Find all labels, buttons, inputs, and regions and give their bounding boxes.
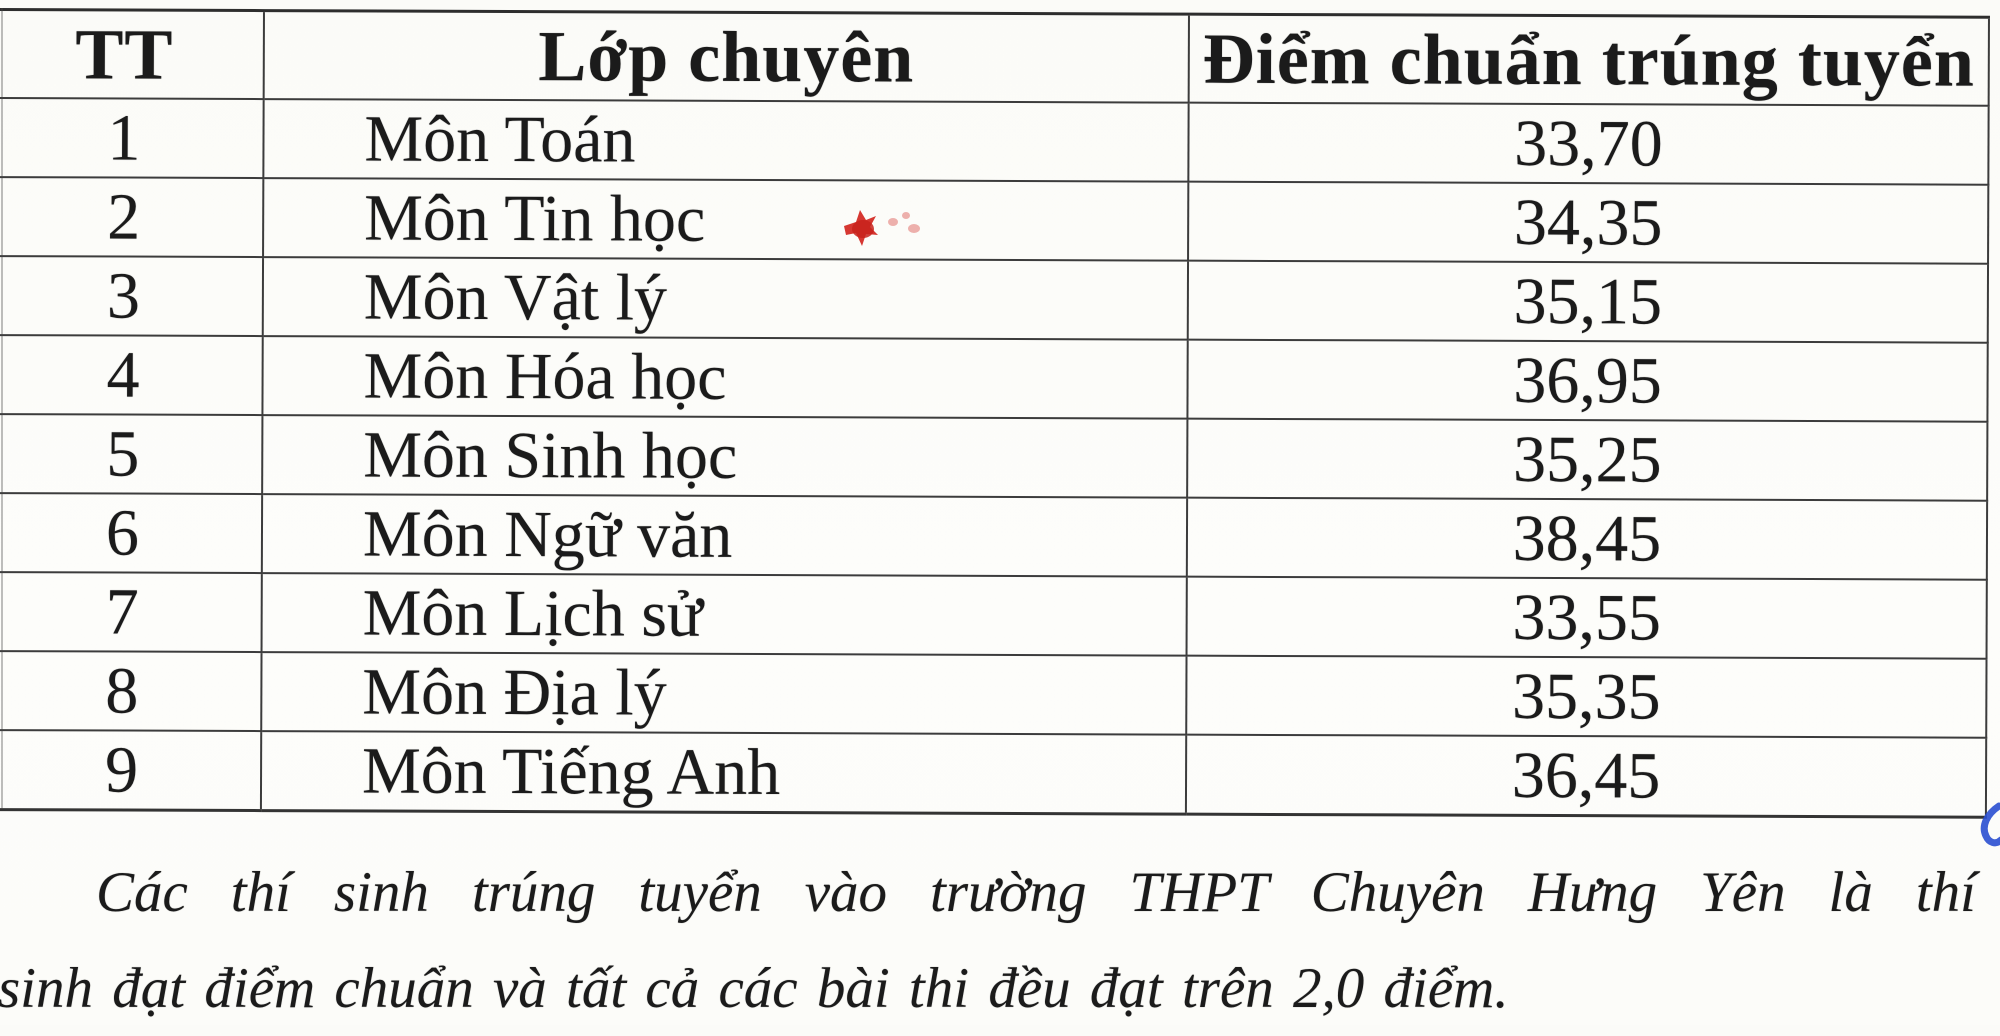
row-number-cell: 6	[0, 493, 263, 574]
row-number-cell: 3	[0, 256, 264, 337]
red-ink-smudge	[888, 212, 922, 236]
subject-cell: Môn Sinh học	[262, 415, 1188, 498]
header-tt: TT	[0, 9, 264, 100]
red-ink-mark	[843, 207, 887, 249]
subject-cell: Môn Địa lý	[261, 652, 1187, 735]
table-row: 7 Môn Lịch sử 33,55	[0, 571, 1987, 659]
subject-cell: Môn Tiếng Anh	[260, 731, 1187, 815]
score-cell: 34,35	[1188, 181, 1989, 264]
blue-pen-mark	[1977, 802, 2000, 850]
table-row: 3 Môn Vật lý 35,15	[0, 256, 1989, 343]
subject-cell: Môn Hóa học	[262, 336, 1188, 419]
table-row: 6 Môn Ngữ văn 38,45	[0, 493, 1988, 580]
row-number-cell: 1	[0, 98, 264, 179]
score-cell: 35,25	[1187, 418, 1988, 501]
table-row: 5 Môn Sinh học 35,25	[0, 414, 1988, 501]
score-cell: 35,15	[1187, 260, 1989, 343]
note-line-2: sinh đạt điểm chuẩn và tất cả các bài th…	[0, 957, 1509, 1020]
score-cell: 36,45	[1185, 734, 1987, 818]
table-row: 9 Môn Tiếng Anh 36,45	[0, 729, 1987, 818]
note-paragraph: Các thí sinh trúng tuyển vào trường THPT…	[0, 846, 1976, 1036]
table-row: 4 Môn Hóa học 36,95	[0, 335, 1988, 422]
table-row: 8 Môn Địa lý 35,35	[0, 650, 1987, 738]
note-line-1: Các thí sinh trúng tuyển vào trường THPT…	[96, 861, 1976, 924]
subject-cell: Môn Tin học	[263, 178, 1189, 261]
score-cell: 33,70	[1188, 102, 1989, 185]
score-cell: 33,55	[1186, 576, 1987, 659]
row-number-cell: 7	[0, 571, 262, 653]
score-cell: 36,95	[1187, 339, 1988, 422]
score-cell: 38,45	[1186, 497, 1988, 580]
subject-cell: Môn Lịch sử	[261, 573, 1187, 656]
table-row: 2 Môn Tin học 34,35	[0, 177, 1989, 264]
table-row: 1 Môn Toán 33,70	[0, 98, 1989, 185]
table-body: 1 Môn Toán 33,70 2 Môn Tin học 34,35 3 M…	[0, 98, 1989, 818]
admission-score-table: TT Lớp chuyên Điểm chuẩn trúng tuyển 1 M…	[0, 8, 1990, 819]
table-header-row: TT Lớp chuyên Điểm chuẩn trúng tuyển	[0, 9, 1989, 106]
row-number-cell: 4	[0, 335, 263, 416]
row-number-cell: 8	[0, 650, 262, 732]
row-number-cell: 9	[0, 729, 262, 811]
header-subject: Lớp chuyên	[263, 10, 1189, 103]
row-number-cell: 5	[0, 414, 263, 495]
score-cell: 35,35	[1186, 655, 1987, 738]
subject-cell: Môn Ngữ văn	[261, 494, 1188, 577]
score-table-wrap: TT Lớp chuyên Điểm chuẩn trúng tuyển 1 M…	[0, 8, 1990, 819]
table-left-border-remnant	[1, 8, 3, 809]
subject-cell: Môn Vật lý	[262, 257, 1189, 340]
row-number-cell: 2	[0, 177, 264, 258]
subject-cell: Môn Toán	[263, 99, 1189, 182]
header-score: Điểm chuẩn trúng tuyển	[1188, 14, 1989, 106]
